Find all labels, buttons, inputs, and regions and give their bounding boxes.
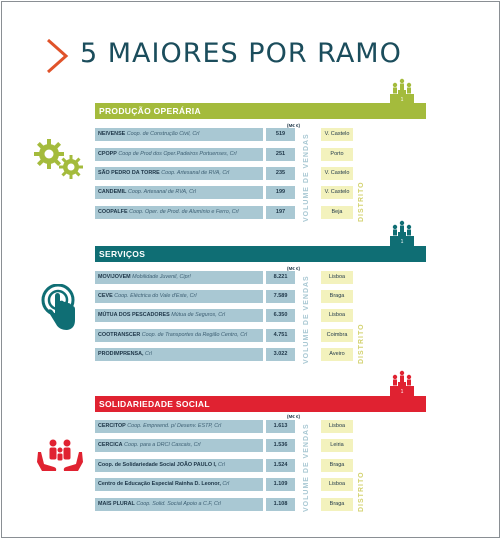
sales-value: 197 (266, 206, 295, 219)
company-name: Coop. de Solidariedade Social JOÃO PAULO… (98, 462, 217, 468)
district-value: V. Castelo (321, 128, 353, 141)
section-band: SERVIÇOS (95, 246, 426, 262)
sales-axis-label: VOLUME DE VENDAS (303, 423, 310, 512)
section-band: PRODUÇÃO OPERÁRIA (95, 103, 426, 119)
district-value: V. Castelo (321, 186, 353, 199)
company-desc: Coop. Artesanal de RVA, Crl (127, 189, 196, 195)
district-value: Braga (321, 290, 353, 303)
company-cell: MOVIJOVEM Mobilidade Juvenil, Cipr! (95, 271, 263, 284)
company-desc: Coop. de Construção Civil, Crl (126, 131, 200, 137)
company-desc: Crl (145, 351, 152, 357)
sales-value: 1.524 (266, 459, 295, 472)
unit-label: (M€ €) (287, 266, 301, 271)
district-value: Lisboa (321, 309, 353, 322)
company-name: CERCITOP (98, 423, 126, 429)
district-value: Lisboa (321, 478, 353, 491)
district-value: V. Castelo (321, 167, 353, 180)
company-desc: Coop. para a DRCI Cascais, Crl (124, 442, 201, 448)
section-band: SOLIDARIEDADE SOCIAL (95, 396, 426, 412)
unit-label: (M€ €) (287, 123, 301, 128)
company-name: CPOPP (98, 151, 117, 157)
company-cell: CERCITOP Coop. Empreend. p/ Desenv. ESTP… (95, 420, 263, 433)
company-name: NEIVENSE (98, 131, 126, 137)
sales-value: 1.613 (266, 420, 295, 433)
district-value: Lisboa (321, 420, 353, 433)
sales-value: 519 (266, 128, 295, 141)
company-cell: MÚTUA DOS PESCADORES Mútua de Seguros, C… (95, 309, 263, 322)
company-name: Centro de Educação Especial Rainha D. Le… (98, 481, 221, 487)
sales-axis-label: VOLUME DE VENDAS (303, 133, 310, 222)
podium-icon: 1 (390, 370, 414, 396)
company-desc: Coop. Eléctrica do Vale d'Este, Crl (114, 293, 197, 299)
company-cell: Centro de Educação Especial Rainha D. Le… (95, 478, 263, 491)
district-axis-label: DISTRITO (358, 181, 365, 222)
company-desc: Crl (222, 481, 230, 487)
sales-value: 199 (266, 186, 295, 199)
svg-text:1: 1 (401, 389, 404, 395)
touch-hand-icon (41, 284, 75, 330)
family-hands-icon (37, 439, 83, 471)
district-axis-label: DISTRITO (358, 323, 365, 364)
company-name: CERCICA (98, 442, 123, 448)
sales-value: 1.108 (266, 498, 295, 511)
sales-value: 251 (266, 148, 295, 161)
company-name: MÚTUA DOS PESCADORES (98, 312, 170, 318)
sales-value: 235 (266, 167, 295, 180)
company-cell: NEIVENSE Coop. de Construção Civil, Crl (95, 128, 263, 141)
company-cell: CEVE Coop. Eléctrica do Vale d'Este, Crl (95, 290, 263, 303)
company-name: MAIS PLURAL (98, 501, 135, 507)
sales-value: 1.109 (266, 478, 295, 491)
company-desc: Coop de Prod dos Oper.Padeiros Portuense… (118, 151, 237, 157)
company-cell: COOPALFE Coop. Oper. de Prod. de Alumíni… (95, 206, 263, 219)
district-value: Coimbra (321, 329, 353, 342)
podium-icon: 1 (390, 78, 414, 104)
company-name: PRODIMPRENSA, (98, 351, 144, 357)
company-cell: PRODIMPRENSA, Crl (95, 348, 263, 361)
company-cell: COOTRANSCER Coop. de Transportes da Regi… (95, 329, 263, 342)
company-desc: Crl (218, 462, 225, 468)
company-desc: Coop. Oper. de Prod. de Alumínio e Ferro… (129, 209, 239, 215)
company-name: CANDEMIL (98, 189, 127, 195)
company-cell: CANDEMIL Coop. Artesanal de RVA, Crl (95, 186, 263, 199)
company-desc: Mobilidade Juvenil, Cipr! (132, 274, 191, 280)
sales-value: 3.022 (266, 348, 295, 361)
district-value: Lisboa (321, 271, 353, 284)
page-title: 5 MAIORES POR RAMO (80, 38, 402, 69)
company-name: COOTRANSCER (98, 332, 141, 338)
district-axis-label: DISTRITO (358, 471, 365, 512)
sales-value: 1.536 (266, 439, 295, 452)
district-value: Leiria (321, 439, 353, 452)
company-cell: SÃO PEDRO DA TORRE Coop. Artesanal de RV… (95, 167, 263, 180)
company-cell: CERCICA Coop. para a DRCI Cascais, Crl (95, 439, 263, 452)
gears-icon (34, 139, 83, 179)
sales-value: 6.350 (266, 309, 295, 322)
company-cell: MAIS PLURAL Coop. Solid. Social Apoio a … (95, 498, 263, 511)
district-value: Beja (321, 206, 353, 219)
district-value: Aveiro (321, 348, 353, 361)
company-cell: Coop. de Solidariedade Social JOÃO PAULO… (95, 459, 263, 472)
podium-icon: 1 (390, 220, 414, 246)
company-name: COOPALFE (98, 209, 128, 215)
district-value: Braga (321, 459, 353, 472)
company-desc: Coop. Solid. Social Apoio a C.F, Crl (136, 501, 221, 507)
company-name: MOVIJOVEM (98, 274, 131, 280)
sales-value: 8.221 (266, 271, 295, 284)
sales-value: 4.751 (266, 329, 295, 342)
company-cell: CPOPP Coop de Prod dos Oper.Padeiros Por… (95, 148, 263, 161)
sales-value: 7.589 (266, 290, 295, 303)
sales-axis-label: VOLUME DE VENDAS (303, 275, 310, 364)
district-value: Braga (321, 498, 353, 511)
district-value: Porto (321, 148, 353, 161)
company-name: CEVE (98, 293, 113, 299)
svg-text:1: 1 (401, 97, 404, 103)
company-desc: Coop. de Transportes da Região Centro, C… (141, 332, 248, 338)
company-desc: Coop. Empreend. p/ Desenv. ESTP, Crl (127, 423, 222, 429)
company-desc: Mútua de Seguros, Crl (171, 312, 226, 318)
svg-text:1: 1 (401, 239, 404, 245)
company-desc: Coop. Artesanal de RVA, Crl (161, 170, 230, 176)
company-name: SÃO PEDRO DA TORRE (98, 170, 160, 176)
unit-label: (M€ €) (287, 414, 301, 419)
chevron-right-icon (47, 38, 69, 74)
